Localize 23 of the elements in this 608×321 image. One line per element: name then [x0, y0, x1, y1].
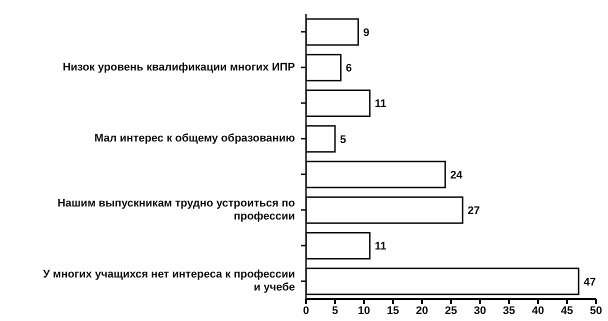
- x-tick-label: 0: [302, 304, 310, 317]
- data-label: 9: [363, 26, 370, 39]
- data-label: 6: [346, 62, 352, 75]
- x-tick-label: 10: [358, 304, 370, 317]
- y-tick-label: Нашим выпускникам трудно устроиться по профессии: [57, 197, 296, 222]
- x-tick-label: 25: [444, 304, 458, 317]
- x-tick-label: 15: [386, 304, 400, 317]
- x-tick-label: 45: [560, 304, 574, 317]
- data-label: 47: [584, 276, 596, 288]
- y-tick-label: У многих учащихся нет интереса к профессии и учебе: [43, 268, 295, 294]
- data-label: 11: [374, 240, 386, 253]
- x-tick-label: 40: [532, 304, 544, 317]
- y-tick-label: Низок уровень квалификации многих ИПР: [62, 61, 295, 74]
- data-label: 5: [340, 134, 346, 146]
- data-label: 24: [450, 169, 464, 182]
- x-tick-label: 50: [590, 304, 602, 317]
- data-label: 11: [374, 98, 386, 110]
- x-tick-label: 20: [416, 304, 428, 317]
- data-label: 27: [468, 205, 480, 218]
- x-tick-label: 30: [474, 304, 486, 317]
- x-tick-label: 35: [502, 304, 516, 317]
- x-tick-label: 5: [332, 304, 338, 317]
- y-tick-label: Мал интерес к общему образованию: [94, 132, 295, 145]
